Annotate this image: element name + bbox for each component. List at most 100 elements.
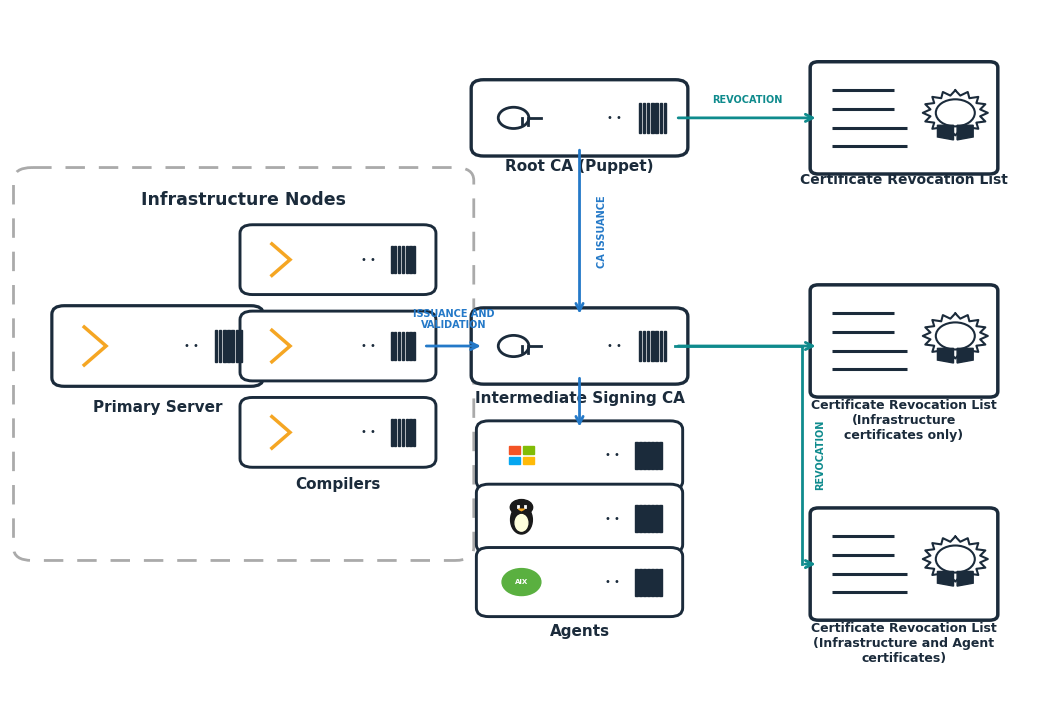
Polygon shape	[937, 348, 953, 363]
FancyBboxPatch shape	[477, 421, 682, 490]
FancyBboxPatch shape	[810, 508, 998, 620]
FancyBboxPatch shape	[477, 547, 682, 617]
Bar	[651, 442, 653, 469]
Bar	[655, 442, 657, 469]
Bar	[659, 103, 661, 133]
FancyBboxPatch shape	[810, 285, 998, 397]
Bar	[659, 331, 661, 361]
Bar	[413, 333, 415, 360]
Bar	[651, 569, 653, 596]
FancyBboxPatch shape	[471, 308, 688, 384]
Bar	[232, 330, 234, 363]
Text: • •: • •	[362, 255, 376, 265]
Bar	[405, 246, 408, 273]
Bar	[394, 246, 396, 273]
Bar	[638, 103, 641, 133]
Bar	[638, 331, 641, 361]
Bar	[394, 419, 396, 446]
Text: Agents: Agents	[550, 624, 609, 639]
FancyBboxPatch shape	[52, 306, 263, 387]
Text: REVOCATION: REVOCATION	[815, 420, 825, 490]
Bar	[635, 569, 637, 596]
Bar	[640, 505, 642, 532]
Text: AIX: AIX	[515, 579, 528, 585]
FancyBboxPatch shape	[471, 80, 688, 156]
Text: • •: • •	[362, 427, 376, 438]
Bar	[398, 419, 400, 446]
Text: Infrastructure Nodes: Infrastructure Nodes	[141, 191, 346, 209]
Text: Root CA (Puppet): Root CA (Puppet)	[506, 159, 654, 173]
Bar	[413, 419, 415, 446]
Bar	[410, 246, 412, 273]
Polygon shape	[957, 571, 973, 586]
Bar	[647, 442, 650, 469]
FancyBboxPatch shape	[240, 311, 436, 381]
Bar	[647, 331, 649, 361]
Bar	[391, 419, 393, 446]
Bar	[647, 505, 650, 532]
Text: Intermediate Signing CA: Intermediate Signing CA	[474, 391, 684, 406]
Text: • •: • •	[605, 514, 620, 523]
Bar	[410, 419, 412, 446]
Bar	[405, 333, 408, 360]
Circle shape	[502, 569, 541, 596]
Polygon shape	[518, 509, 525, 511]
Bar	[402, 419, 404, 446]
Bar	[524, 446, 534, 454]
Text: CA ISSUANCE: CA ISSUANCE	[597, 196, 607, 268]
Ellipse shape	[515, 515, 528, 531]
Bar	[224, 330, 226, 363]
Bar	[655, 103, 657, 133]
Bar	[228, 330, 230, 363]
Bar	[524, 456, 534, 464]
Polygon shape	[957, 125, 973, 140]
Bar	[647, 569, 650, 596]
Text: REVOCATION: REVOCATION	[712, 95, 782, 105]
Bar	[664, 103, 667, 133]
Bar	[509, 446, 519, 454]
Bar	[651, 505, 653, 532]
FancyBboxPatch shape	[240, 225, 436, 295]
Bar	[219, 330, 222, 363]
Bar	[402, 246, 404, 273]
Bar	[239, 330, 242, 363]
Bar	[655, 569, 657, 596]
Bar	[644, 442, 646, 469]
Text: • •: • •	[606, 341, 622, 351]
Bar	[640, 569, 642, 596]
Text: ISSUANCE AND
VALIDATION: ISSUANCE AND VALIDATION	[413, 309, 494, 331]
Ellipse shape	[511, 505, 532, 534]
Text: • •: • •	[606, 113, 622, 123]
Bar	[643, 103, 645, 133]
Bar	[235, 330, 238, 363]
Text: Primary Server: Primary Server	[93, 400, 223, 416]
Polygon shape	[923, 537, 988, 582]
Bar	[659, 505, 661, 532]
Bar	[659, 569, 661, 596]
Bar	[509, 456, 519, 464]
Bar	[413, 246, 415, 273]
Bar	[398, 333, 400, 360]
Bar	[651, 331, 653, 361]
Text: Certificate Revocation List: Certificate Revocation List	[800, 173, 1008, 188]
Bar	[664, 331, 667, 361]
Polygon shape	[937, 125, 953, 140]
Bar	[394, 333, 396, 360]
FancyBboxPatch shape	[14, 167, 473, 561]
Bar	[405, 419, 408, 446]
Bar	[391, 333, 393, 360]
Text: • •: • •	[605, 451, 620, 460]
Bar	[655, 331, 657, 361]
Bar	[635, 505, 637, 532]
Bar	[398, 246, 400, 273]
Bar	[410, 333, 412, 360]
Bar	[659, 442, 661, 469]
Text: • •: • •	[184, 341, 199, 351]
FancyBboxPatch shape	[240, 397, 436, 467]
Text: • •: • •	[362, 341, 376, 351]
Text: • •: • •	[605, 577, 620, 587]
Circle shape	[510, 499, 533, 515]
Polygon shape	[923, 313, 988, 358]
Bar	[643, 331, 645, 361]
Bar	[644, 505, 646, 532]
